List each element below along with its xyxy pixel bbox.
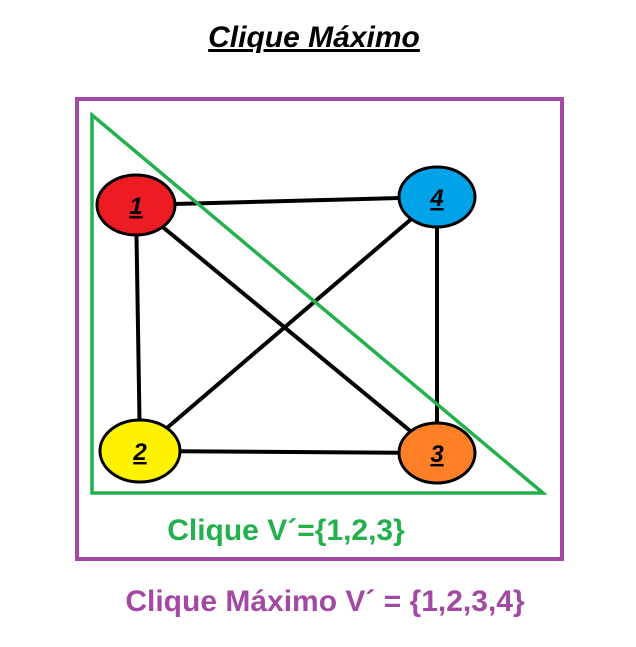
node-1-label: 1: [129, 193, 142, 220]
node-3: 3: [397, 421, 477, 485]
node-1-circle: [95, 173, 177, 237]
edge-1-2: [134, 204, 142, 452]
clique-boundary-triangle: [90, 111, 548, 495]
edge-1-3: [134, 203, 439, 455]
graph-edges: [134, 195, 439, 455]
node-4-circle: [397, 165, 477, 229]
max-clique-caption: Clique Máximo V´ = {1,2,3,4}: [125, 585, 525, 618]
node-2-circle: [98, 418, 182, 484]
edge-1-4: [135, 195, 438, 207]
node-4-label: 4: [429, 185, 443, 212]
node-4: 4: [397, 165, 477, 229]
diagram-title: Clique Máximo: [208, 21, 420, 54]
node-3-circle: [397, 421, 477, 485]
clique-caption: Clique V´={1,2,3}: [167, 514, 405, 547]
edge-2-4: [138, 195, 439, 453]
node-3-label: 3: [430, 441, 444, 468]
node-2: 2: [98, 418, 182, 484]
node-1: 1: [95, 173, 177, 237]
max-clique-boundary: [75, 97, 564, 561]
node-2-label: 2: [132, 439, 147, 466]
graph-nodes: 1 2 3 4: [95, 165, 477, 485]
edge-2-3: [139, 449, 438, 455]
